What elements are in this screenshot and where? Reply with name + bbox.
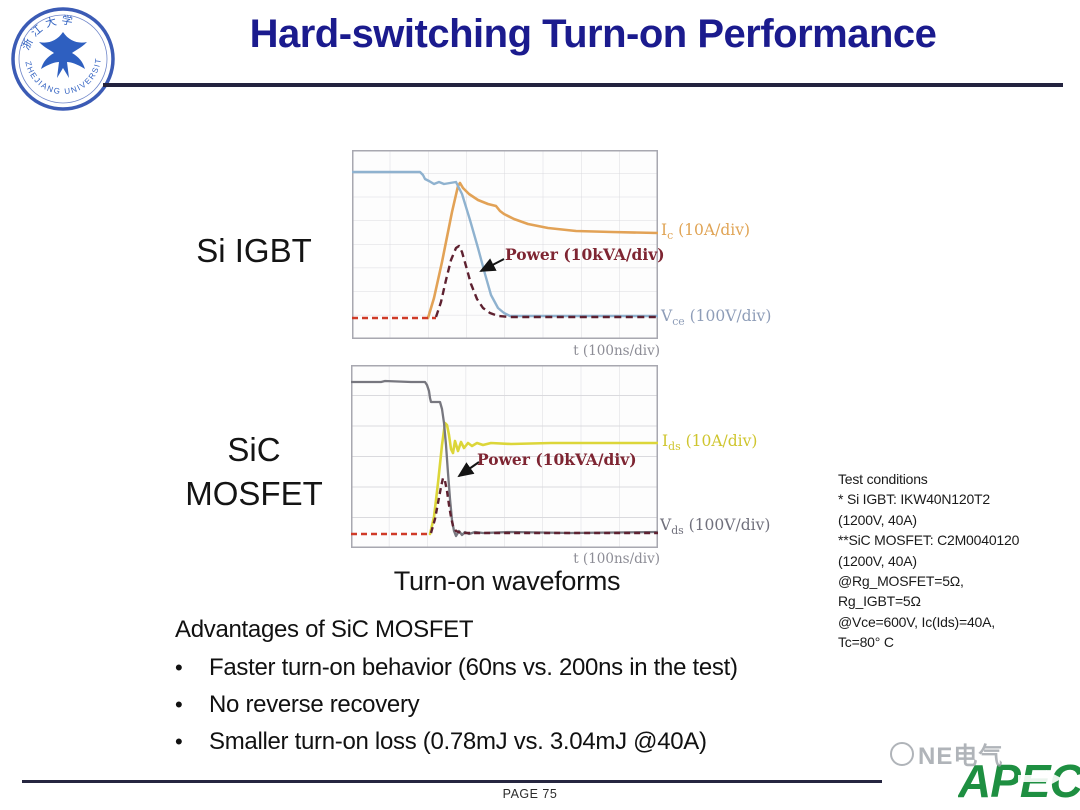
advantage-text: No reverse recovery — [209, 691, 420, 718]
page-title: Hard-switching Turn-on Performance — [249, 12, 937, 56]
test-conditions-line: Rg_IGBT=5Ω — [838, 593, 921, 610]
advantage-text: Faster turn-on behavior (60ns vs. 200ns … — [209, 654, 738, 681]
mosfet-grid — [351, 365, 658, 548]
device-label-line2: MOSFET — [185, 475, 323, 512]
mosfet-waveform-plot — [351, 365, 658, 548]
ic-trace — [426, 181, 658, 320]
power-trace-dashed — [434, 244, 658, 319]
symbol: I — [662, 432, 669, 450]
vds-trace — [351, 379, 658, 538]
igbt-voltage-label: Vce (100V/div) — [661, 307, 771, 328]
footer-divider — [22, 780, 882, 783]
device-label-line1: SiC — [227, 431, 281, 468]
test-conditions-line: **SiC MOSFET: C2M0040120 — [838, 532, 1020, 549]
power-trace-dashed — [429, 476, 658, 535]
vce-trace — [352, 170, 658, 318]
test-conditions-line: @Vce=600V, Ic(Ids)=40A, — [838, 613, 995, 630]
scale: (100V/div) — [684, 307, 772, 325]
mosfet-time-axis-label: t (100ns/div) — [573, 551, 660, 567]
power-arrow — [479, 258, 505, 272]
advantages-heading: Advantages of SiC MOSFET — [175, 616, 474, 643]
scale: (10A/div) — [673, 221, 750, 239]
scale: (100V/div) — [683, 516, 771, 534]
advantages-block: Advantages of SiC MOSFET • Faster turn-o… — [175, 616, 895, 764]
list-item: • No reverse recovery — [175, 690, 895, 720]
test-conditions-line: (1200V, 40A) — [838, 511, 917, 528]
scale: (10A/div) — [680, 432, 758, 450]
test-conditions-line: @Rg_MOSFET=5Ω, — [838, 573, 964, 590]
eagle-icon — [39, 32, 87, 78]
university-logo: 浙江大学 ZHEJIANG UNIVERSITY — [7, 0, 116, 117]
device-label-si-igbt: Si IGBT — [196, 232, 312, 269]
subscript: ds — [671, 524, 684, 538]
test-conditions-line: * Si IGBT: IKW40N120T2 — [838, 491, 990, 508]
power-arrow — [457, 461, 480, 478]
apec-logo: APEC — [957, 751, 1080, 810]
bullet-icon: • — [175, 655, 183, 680]
list-item: • Smaller turn-on loss (0.78mJ vs. 3.04m… — [175, 727, 895, 757]
test-conditions-line: (1200V, 40A) — [838, 552, 917, 569]
test-conditions-line: Test conditions — [838, 471, 928, 487]
symbol: V — [661, 307, 673, 325]
bullet-icon: • — [175, 692, 183, 717]
test-conditions: Test conditions * Si IGBT: IKW40N120T2 (… — [838, 469, 1078, 653]
igbt-time-axis-label: t (100ns/div) — [573, 343, 660, 359]
subscript: c — [667, 229, 674, 243]
symbol: I — [661, 221, 668, 239]
mosfet-voltage-label: Vds (100V/div) — [660, 516, 770, 537]
subscript: ce — [672, 315, 685, 329]
bullet-icon: • — [175, 729, 183, 754]
test-conditions-line: Tc=80° C — [838, 634, 894, 651]
igbt-current-label: Ic (10A/div) — [661, 221, 750, 242]
waveforms-caption: Turn-on waveforms — [393, 566, 621, 596]
subscript: ds — [668, 440, 681, 454]
ids-trace — [428, 421, 658, 536]
watermark-text: NE电气 — [918, 743, 1004, 770]
apec-logo-icon: APEC — [957, 755, 1080, 807]
igbt-power-label: Power (10kVA/div) — [505, 245, 665, 264]
list-item: • Faster turn-on behavior (60ns vs. 200n… — [175, 653, 895, 683]
university-seal-icon: 浙江大学 ZHEJIANG UNIVERSITY — [7, 0, 115, 111]
ne-watermark: NE电气 — [890, 736, 1003, 771]
device-label-sic-mosfet: SiC MOSFET — [169, 428, 339, 516]
advantage-text: Smaller turn-on loss (0.78mJ vs. 3.04mJ … — [209, 728, 707, 755]
watermark-circle-icon — [890, 741, 914, 766]
igbt-grid — [352, 150, 658, 339]
mosfet-current-label: Ids (10A/div) — [662, 432, 757, 453]
mosfet-power-label: Power (10kVA/div) — [477, 450, 637, 469]
title-divider — [103, 83, 1063, 87]
page-number: PAGE 75 — [502, 787, 558, 801]
igbt-waveform-plot — [352, 150, 658, 339]
symbol: V — [660, 516, 672, 534]
